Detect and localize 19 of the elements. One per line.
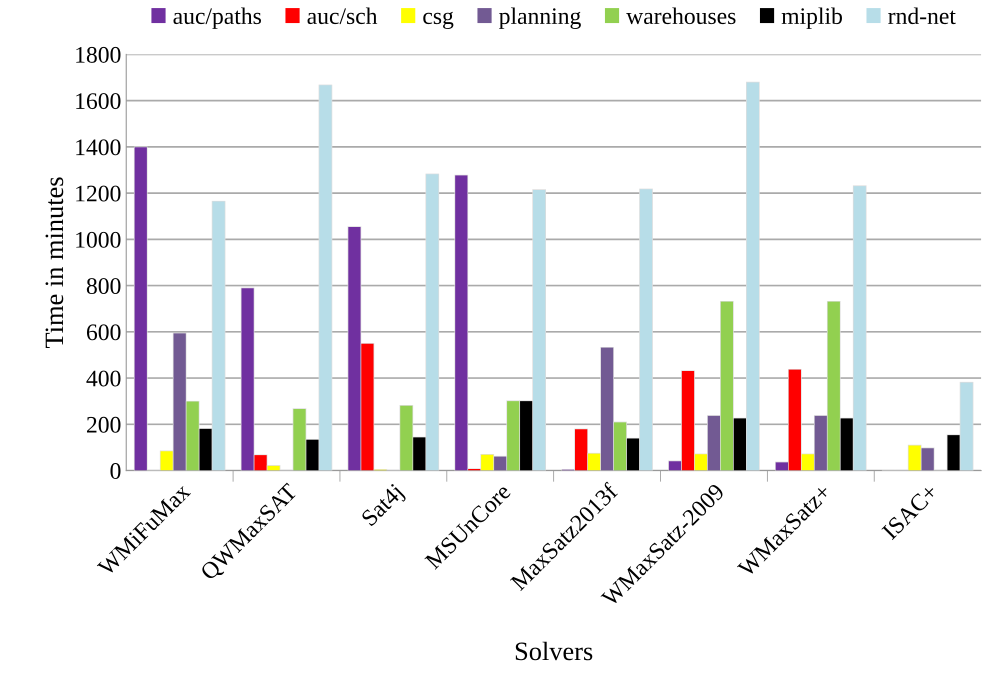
y-tick-label: 1600 <box>76 93 120 110</box>
legend-label: auc/paths <box>173 8 261 29</box>
legend-label: auc/sch <box>308 8 378 24</box>
y-tick-label: 200 <box>86 416 120 433</box>
y-tick-label: 400 <box>86 370 120 387</box>
y-axis-title: Time in minutes <box>46 177 64 348</box>
y-tick-label: 1800 <box>76 46 120 63</box>
legend-label: miplib <box>782 8 842 29</box>
y-tick-label: 1000 <box>76 232 120 248</box>
y-tick-label: 1200 <box>76 186 120 202</box>
legend-label: rnd-net <box>888 8 956 24</box>
legend-label: planning <box>499 8 581 29</box>
y-tick-label: 600 <box>86 324 120 340</box>
x-axis-title: Solvers <box>516 642 592 660</box>
legend-label: warehouses <box>626 8 736 24</box>
y-tick-label: 800 <box>86 278 120 294</box>
y-tick-label: 0 <box>110 463 120 479</box>
y-tick-label: 1400 <box>76 139 120 156</box>
legend-label: csg <box>423 12 454 29</box>
